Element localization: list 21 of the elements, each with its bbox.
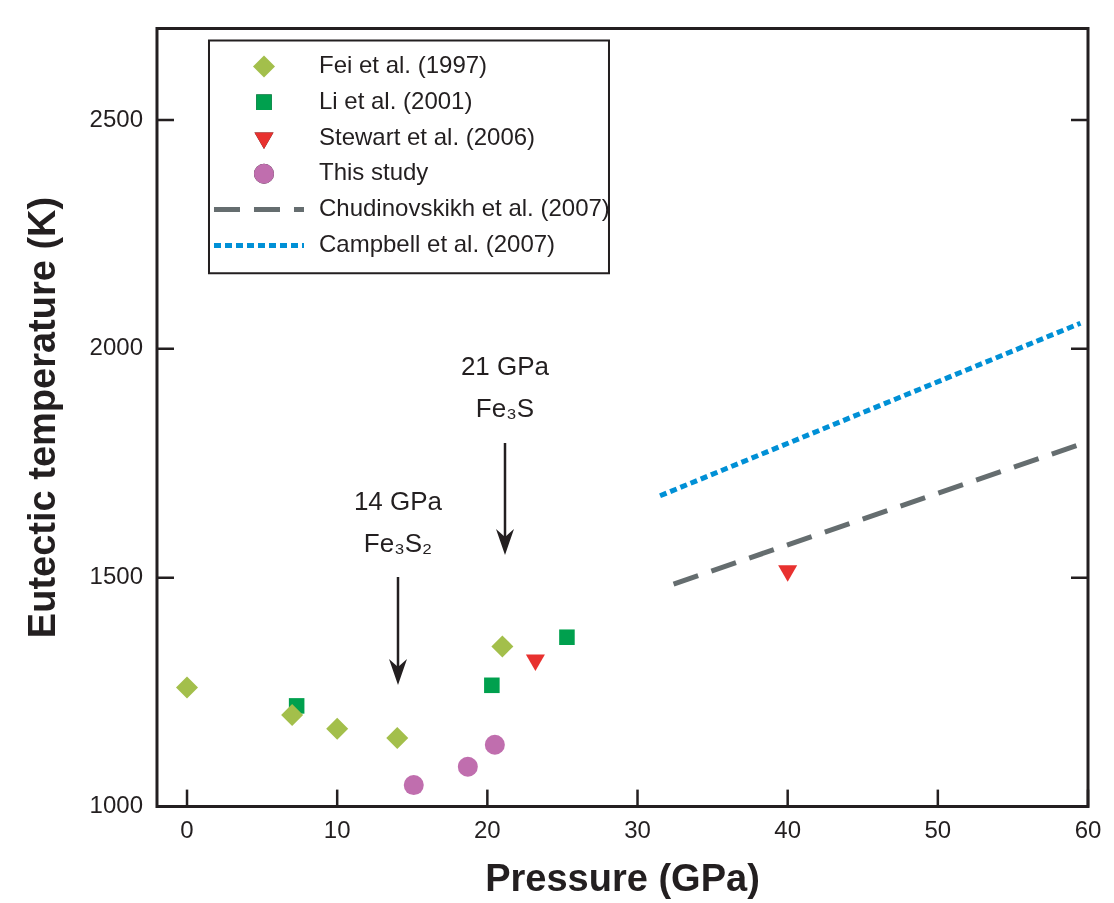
x-tick-label: 40 — [774, 815, 802, 843]
y-tick-label: 2000 — [89, 333, 143, 361]
legend-label: Campbell et al. (2007) — [318, 230, 556, 258]
x-tick-label: 60 — [1074, 815, 1102, 843]
x-axis-title: Pressure (GPa) — [485, 856, 760, 899]
x-tick-label: 20 — [474, 815, 501, 843]
y-tick-label: 1500 — [89, 562, 143, 590]
y-tick-label: 2500 — [89, 104, 143, 132]
x-tick-label: 0 — [180, 815, 194, 843]
legend-label: Chudinovskikh et al. (2007) — [318, 194, 610, 222]
annotation: 21 GPa Fe₃S — [459, 350, 551, 425]
x-tick-label: 30 — [624, 815, 651, 843]
x-tick-label: 50 — [924, 815, 952, 843]
legend-label: This study — [318, 158, 429, 186]
y-tick-label: 1000 — [89, 791, 143, 819]
x-tick-label: 10 — [323, 815, 351, 843]
legend-label: Li et al. (2001) — [318, 86, 473, 114]
legend-label: Stewart et al. (2006) — [318, 122, 536, 150]
y-axis-title: Eutectic temperature (K) — [21, 196, 64, 639]
legend-label: Fei et al. (1997) — [318, 51, 488, 79]
annotation: 14 GPa Fe₃S₂ — [352, 485, 444, 560]
